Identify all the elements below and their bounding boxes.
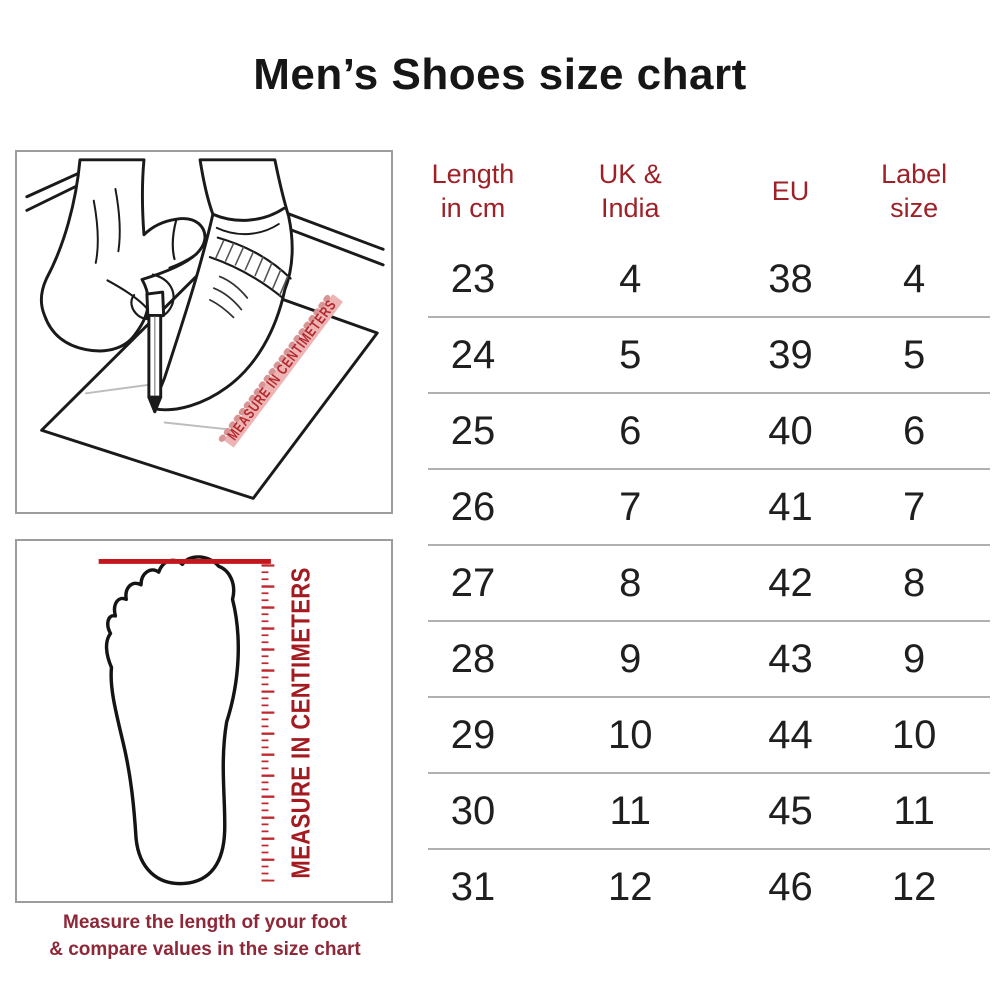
size-table: Length in cm UK & India EU Label size 23…	[428, 142, 990, 924]
table-cell: 28	[450, 636, 496, 681]
column-header-length-cm: Length in cm	[431, 159, 515, 223]
table-cell: 7	[902, 484, 926, 529]
sock-ribbing	[215, 239, 289, 296]
table-cell: 12	[891, 864, 937, 909]
table-cell: 9	[902, 636, 926, 681]
table-row: 27 8 42 8	[428, 544, 990, 620]
table-cell: 11	[893, 788, 935, 833]
table-cell: 44	[768, 712, 813, 757]
measurement-caption: Measure the length of your foot & compar…	[49, 912, 361, 960]
table-cell: 12	[608, 864, 653, 909]
column-header-uk-india: UK & India	[598, 159, 662, 223]
table-cell: 5	[902, 332, 926, 377]
table-row: 28 9 43 9	[428, 620, 990, 696]
trouser-hem	[211, 206, 286, 222]
table-cell: 5	[619, 332, 642, 377]
page-title: Men’s Shoes size chart	[253, 50, 747, 99]
table-cell: 25	[450, 408, 496, 453]
table-cell: 30	[450, 788, 496, 833]
table-row: 25 6 40 6	[428, 392, 990, 468]
table-cell: 38	[768, 256, 813, 301]
table-cell: 6	[902, 408, 926, 453]
skirting-line	[283, 210, 385, 251]
table-cell: 23	[450, 256, 496, 301]
foot-outline-illustration-panel: MEASURE IN CENTIMETERS	[15, 539, 393, 903]
table-cell: 39	[768, 332, 813, 377]
table-cell: 42	[768, 560, 813, 605]
table-cell: 7	[619, 484, 642, 529]
table-cell: 31	[450, 864, 496, 909]
pencil-mark	[163, 421, 229, 431]
table-cell: 29	[450, 712, 496, 757]
pencil-tip	[147, 395, 163, 414]
ruler-strip	[223, 294, 343, 448]
table-cell: 9	[619, 636, 642, 681]
table-cell: 43	[768, 636, 813, 681]
sock-cuff	[216, 236, 292, 280]
hand-pencil-foot-illustration: MEASURE IN CENTIMETERS	[25, 158, 385, 500]
table-cell: 8	[902, 560, 926, 605]
table-cell: 10	[891, 712, 937, 757]
table-row: 23 4 38 4	[428, 242, 990, 316]
table-row: 24 5 39 5	[428, 316, 990, 392]
ruler-ticks	[218, 290, 334, 442]
table-cell: 40	[768, 408, 813, 453]
sock-cuff	[208, 256, 284, 300]
table-cell: 4	[902, 256, 926, 301]
pencil-top	[145, 290, 166, 319]
table-cell: 41	[768, 484, 813, 529]
foot-measuring-illustration-panel: MEASURE IN CENTIMETERS	[15, 150, 393, 514]
table-cell: 45	[768, 788, 813, 833]
column-header-eu: EU	[771, 176, 810, 207]
foot-outline-illustration: MEASURE IN CENTIMETERS	[98, 555, 315, 886]
table-row: 26 7 41 7	[428, 468, 990, 544]
trouser-fold	[215, 223, 280, 236]
table-cell: 10	[608, 712, 653, 757]
table-row: 30 11 45 11	[428, 772, 990, 848]
table-cell: 6	[619, 408, 642, 453]
table-cell: 24	[450, 332, 496, 377]
ankle-folds	[209, 275, 249, 319]
foot-outline	[104, 555, 240, 886]
column-header-label-size: Label size	[881, 159, 948, 223]
table-cell: 8	[619, 560, 642, 605]
table-row: 31 12 46 12	[428, 848, 990, 924]
table-cell: 27	[450, 560, 496, 605]
table-cell: 11	[609, 788, 652, 833]
leg-foot-silhouette	[152, 158, 294, 412]
table-header-row: Length in cm UK & India EU Label size	[428, 142, 990, 242]
table-cell: 26	[450, 484, 496, 529]
table-cell: 4	[619, 256, 642, 301]
skirting-line	[279, 224, 385, 267]
table-cell: 46	[768, 864, 813, 909]
table-row: 29 10 44 10	[428, 696, 990, 772]
ruler-label-vertical: MEASURE IN CENTIMETERS	[287, 567, 315, 878]
